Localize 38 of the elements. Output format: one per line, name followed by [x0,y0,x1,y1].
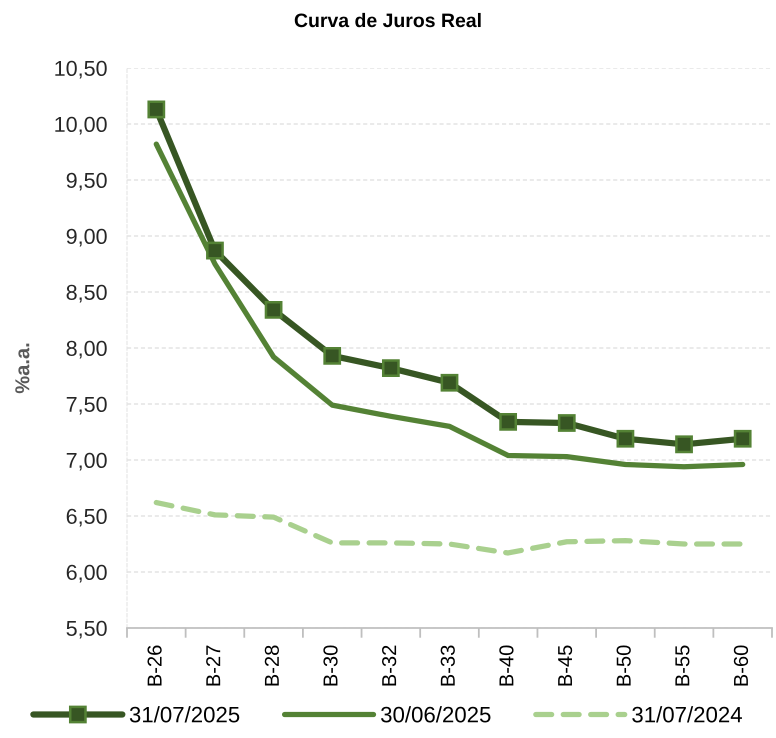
x-tick-label: B-40 [499,645,514,686]
y-tick-label: 6,00 [66,564,107,583]
y-axis-title: %a.a. [15,344,30,394]
legend-label: 31/07/2025 [130,706,240,722]
y-tick-label: 10,50 [55,60,107,79]
x-tick-label: B-32 [382,646,396,686]
x-tick-label: B-55 [675,646,690,686]
y-tick-label: 5,50 [66,620,107,639]
y-tick-label: 9,00 [66,228,107,247]
x-tick-label: B-26 [147,646,162,686]
chart-title: Curva de Juros Real [294,12,481,28]
x-tick-label: B-60 [734,645,748,686]
y-tick-label: 6,50 [66,508,107,527]
x-tick-label: B-27 [206,646,220,686]
point [264,301,282,319]
x-tick-label: B-45 [558,646,572,686]
y-tick-label: 8,00 [66,340,107,359]
x-tick-label: B-28 [264,646,279,686]
x-tick-label: B-30 [323,645,338,686]
x-tick-label: B-33 [440,646,455,686]
y-tick-label: 7,00 [66,452,107,471]
point [616,430,634,448]
point [558,414,576,432]
y-tick-label: 9,50 [66,172,107,191]
legend-label: 31/07/2024 [632,706,742,722]
point [206,242,224,260]
x-tick-label: B-50 [616,645,631,686]
point [382,359,400,378]
y-tick-label: 7,50 [66,396,107,415]
point [147,100,166,118]
point [499,413,518,431]
point [323,346,342,365]
y-tick-label: 8,50 [66,284,107,303]
point [440,374,458,392]
point [734,430,752,448]
y-tick-label: 10,00 [55,116,107,135]
legend-label: 30/06/2025 [381,706,490,722]
point [675,435,693,454]
